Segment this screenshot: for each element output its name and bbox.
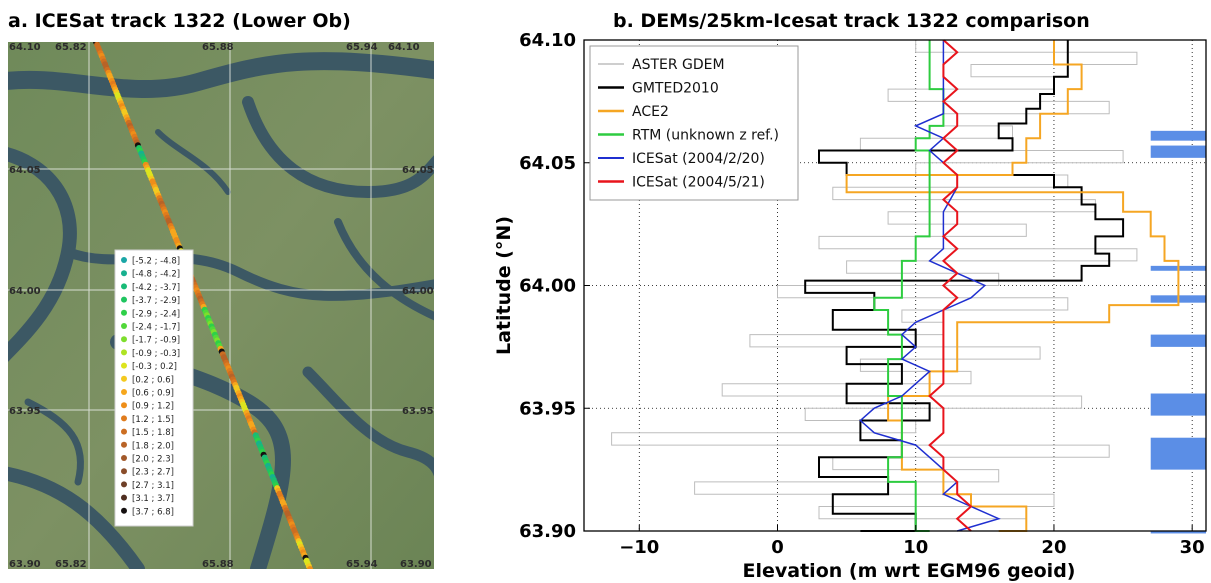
chart-legend-label: GMTED2010 (632, 81, 719, 97)
y-tick-label: 64.10 (519, 30, 576, 51)
map-labels: 64.10 64.10 63.90 63.90 64.05 64.05 64.0… (9, 42, 434, 569)
chart-legend-label: ACE2 (632, 104, 669, 120)
legend-swatch (121, 323, 127, 329)
y-tick-label: 64.05 (519, 153, 576, 174)
chart-legend-label: ICESat (2004/5/21) (632, 175, 765, 191)
series-line (928, 39, 973, 532)
bar (1150, 393, 1206, 416)
legend-label: [-1.7 ; -0.9] (132, 336, 180, 346)
lon-label-top-3: 65.94 (346, 42, 378, 53)
legend-swatch (121, 349, 127, 356)
corner-label-bottom-left: 63.90 (9, 559, 41, 569)
legend-swatch (121, 481, 127, 488)
legend-swatch (121, 507, 127, 514)
lon-label-bottom-1: 65.82 (55, 559, 87, 569)
lat-label-right-3: 63.95 (402, 406, 434, 417)
legend-swatch (121, 428, 127, 435)
legend-label: [2.0 ; 2.3] (132, 455, 174, 465)
legend-label: [3.7 ; 6.8] (132, 507, 174, 517)
map-legend-box (114, 249, 194, 527)
plot-area: −10 0 10 20 30 63.90 63.95 64.00 64.05 64.10 Eleva… (493, 30, 1207, 582)
legend-label: [1.2 ; 1.5] (132, 415, 174, 425)
map-legend: [-5.2 ; -4.8] [-4.8 ; -4.2] [-4.2 ; -3.7] [… (114, 249, 194, 527)
bar (1150, 437, 1206, 470)
legend-swatch (121, 362, 127, 369)
legend-swatch (121, 494, 127, 501)
legend-label: [-2.9 ; -2.4] (132, 309, 180, 319)
y-tick-label: 63.90 (519, 521, 576, 542)
lon-label-bottom-2: 65.88 (202, 559, 234, 569)
legend-swatch (121, 389, 127, 395)
legend-label: [0.2 ; 0.6] (132, 375, 174, 385)
legend-swatch (121, 402, 127, 409)
legend-label: [-3.7 ; -2.9] (132, 296, 180, 306)
satellite-map-panel: 64.10 64.10 63.90 63.90 64.05 64.05 64.0… (8, 42, 434, 569)
legend-label: [3.1 ; 3.7] (132, 494, 174, 504)
legend-swatch (121, 270, 127, 277)
corner-label-bottom-right: 63.90 (400, 559, 432, 569)
lat-label-left-2: 64.00 (9, 286, 41, 297)
chart-legend-label: RTM (unknown z ref.) (632, 128, 779, 144)
corner-label-top-right: 64.10 (388, 42, 420, 53)
x-tick-label: 30 (1180, 537, 1205, 558)
corner-label-top-left: 64.10 (9, 42, 41, 53)
x-tick-label: 20 (1041, 537, 1066, 558)
legend-swatch (121, 468, 127, 475)
chart-legend-label: ICESat (2004/2/20) (632, 151, 765, 167)
y-tick-label: 64.00 (519, 276, 576, 297)
track-point (307, 566, 313, 569)
legend-swatch (121, 283, 127, 290)
lon-label-bottom-3: 65.94 (346, 559, 378, 569)
series-line (845, 40, 1180, 532)
chart-legend-box (589, 45, 799, 201)
legend-label: [-4.8 ; -4.2] (132, 270, 180, 280)
legend-label: [2.3 ; 2.7] (132, 468, 174, 478)
panel-a-title: a. ICESat track 1322 (Lower Ob) (8, 10, 351, 32)
legend-swatch (121, 375, 127, 382)
legend-label: [0.9 ; 1.2] (132, 402, 174, 412)
legend-swatch (121, 455, 127, 461)
x-tick-label: −10 (619, 537, 659, 558)
legend-label: [1.8 ; 2.0] (132, 441, 174, 451)
legend-label: [1.5 ; 1.8] (132, 428, 174, 438)
chart-legend: ASTER GDEM GMTED2010 ACE2 RTM (unknown z re… (589, 45, 799, 201)
lon-label-top-2: 65.88 (202, 42, 234, 53)
bar (1150, 145, 1206, 158)
legend-swatch (121, 257, 127, 263)
x-tick-label: 10 (903, 537, 928, 558)
lon-label-top-1: 65.82 (55, 42, 87, 53)
legend-label: [-2.4 ; -1.7] (132, 323, 180, 333)
legend-label: [2.7 ; 3.1] (132, 481, 174, 491)
legend-label: [-0.3 ; 0.2] (132, 362, 177, 372)
bar (1150, 531, 1206, 534)
legend-swatch (121, 296, 127, 303)
legend-swatch (121, 441, 127, 448)
legend-label: [-4.2 ; -3.7] (132, 283, 180, 293)
lat-label-right-2: 64.00 (402, 286, 434, 297)
lat-label-left-1: 64.05 (9, 165, 41, 176)
lat-label-right-1: 64.05 (402, 165, 434, 176)
icesat-track-points (93, 42, 313, 569)
chart-legend-label: ASTER GDEM (632, 57, 725, 73)
legend-label: [-5.2 ; -4.8] (132, 257, 180, 267)
y-axis-label: Latitude (°N) (493, 216, 515, 355)
legend-swatch (121, 415, 127, 422)
legend-swatch (121, 309, 127, 316)
series-line (611, 40, 1138, 532)
satellite-map: 64.10 64.10 63.90 63.90 64.05 64.05 64.0… (8, 42, 434, 569)
lat-label-left-3: 63.95 (9, 406, 41, 417)
chart-title: b. DEMs/25km-Icesat track 1322 compariso… (613, 10, 1090, 32)
map-grid (8, 42, 434, 569)
bar (1150, 334, 1206, 347)
x-tick-label: 0 (771, 537, 784, 558)
legend-label: [0.6 ; 0.9] (132, 389, 174, 399)
x-axis-label: Elevation (m wrt EGM96 geoid) (743, 560, 1076, 582)
legend-label: [-0.9 ; -0.3] (132, 349, 180, 359)
legend-swatch (121, 336, 127, 343)
y-tick-label: 63.95 (519, 398, 576, 419)
bar (1150, 130, 1206, 141)
